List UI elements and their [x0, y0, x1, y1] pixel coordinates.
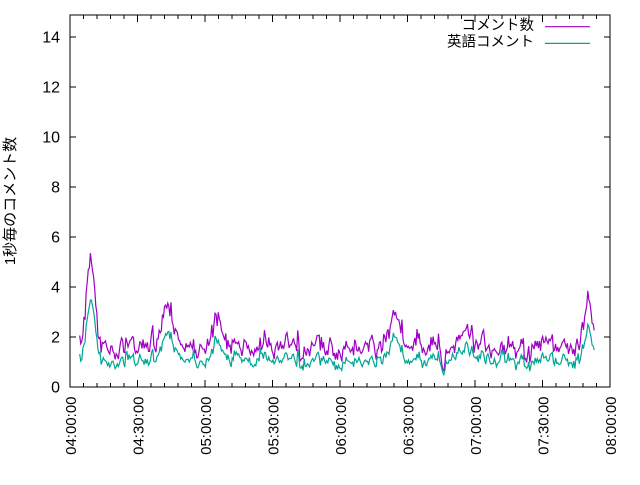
svg-text:08:00:00: 08:00:00 [603, 397, 620, 455]
svg-text:06:00:00: 06:00:00 [333, 397, 350, 455]
svg-text:英語コメント: 英語コメント [447, 33, 534, 51]
svg-text:06:30:00: 06:30:00 [401, 397, 418, 455]
svg-text:コメント数: コメント数 [462, 17, 535, 34]
svg-text:07:30:00: 07:30:00 [536, 397, 553, 455]
svg-text:05:30:00: 05:30:00 [266, 397, 283, 455]
svg-text:14: 14 [42, 30, 60, 47]
svg-text:05:00:00: 05:00:00 [198, 397, 215, 455]
svg-text:0: 0 [51, 380, 60, 397]
svg-text:1秒毎のコメント数: 1秒毎のコメント数 [2, 137, 19, 265]
svg-text:2: 2 [51, 330, 60, 347]
svg-text:6: 6 [51, 230, 60, 247]
svg-text:4: 4 [51, 280, 60, 297]
svg-text:04:00:00: 04:00:00 [63, 397, 80, 455]
svg-text:8: 8 [51, 180, 60, 197]
svg-text:04:30:00: 04:30:00 [131, 397, 148, 455]
svg-text:10: 10 [42, 130, 60, 147]
svg-text:12: 12 [42, 80, 60, 97]
svg-text:07:00:00: 07:00:00 [468, 397, 485, 455]
